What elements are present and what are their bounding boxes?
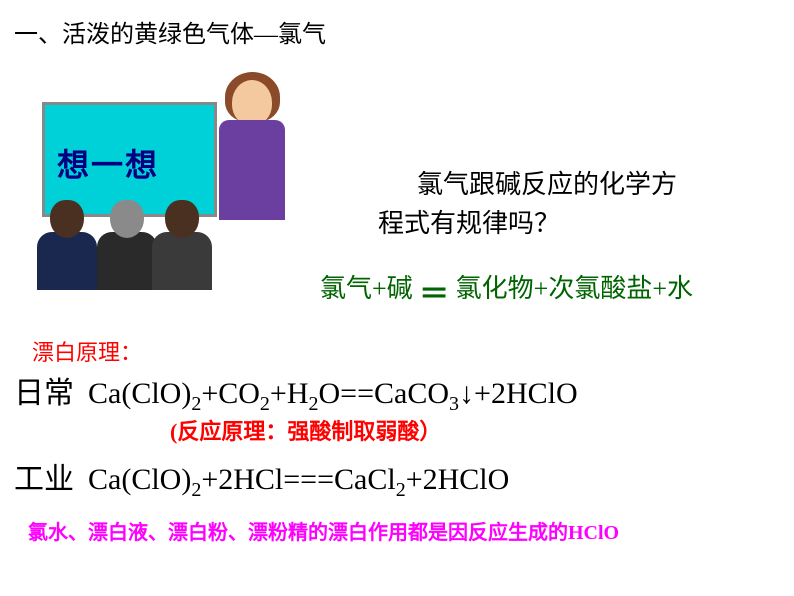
rule-equals: ＝	[419, 278, 449, 311]
question-suffix: 吗？	[508, 209, 560, 238]
bottom-note: 氯水、漂白液、漂白粉、漂粉精的漂白作用都是因反应生成的HClO	[28, 516, 619, 545]
board-text: 想一想	[57, 140, 159, 186]
teacher-figure	[207, 70, 302, 280]
rule-right: 氯化物+次氯酸盐+水	[456, 274, 693, 303]
reaction-rule: 氯气+碱 ＝ 氯化物+次氯酸盐+水	[320, 268, 693, 313]
question-highlight: 规律	[456, 209, 508, 238]
question-line2a: 程式有	[378, 209, 456, 238]
illustration: 想一想	[32, 90, 312, 290]
eq1-label: 日常	[14, 377, 74, 410]
question-line1: 氯气跟碱反应的化学方	[417, 170, 677, 199]
equation-industrial: 工业 Ca(ClO)2+2HCl===CaCl2+2HClO	[14, 454, 509, 502]
section-title: 一、活泼的黄绿色气体—氯气	[14, 14, 326, 49]
question-text: 氯气跟碱反应的化学方 程式有规律吗？	[378, 165, 677, 243]
eq2-label: 工业	[14, 463, 74, 496]
eq1-formula: Ca(ClO)2+CO2+H2O==CaCO3↓+2HClO	[88, 377, 578, 410]
eq2-formula: Ca(ClO)2+2HCl===CaCl2+2HClO	[88, 463, 509, 496]
reaction-principle-note: (反应原理：强酸制取弱酸）	[170, 414, 441, 446]
rule-left: 氯气+碱	[320, 274, 413, 303]
student-figure	[147, 200, 217, 290]
equation-daily: 日常 Ca(ClO)2+CO2+H2O==CaCO3↓+2HClO	[14, 368, 578, 416]
principle-label: 漂白原理：	[32, 335, 142, 367]
